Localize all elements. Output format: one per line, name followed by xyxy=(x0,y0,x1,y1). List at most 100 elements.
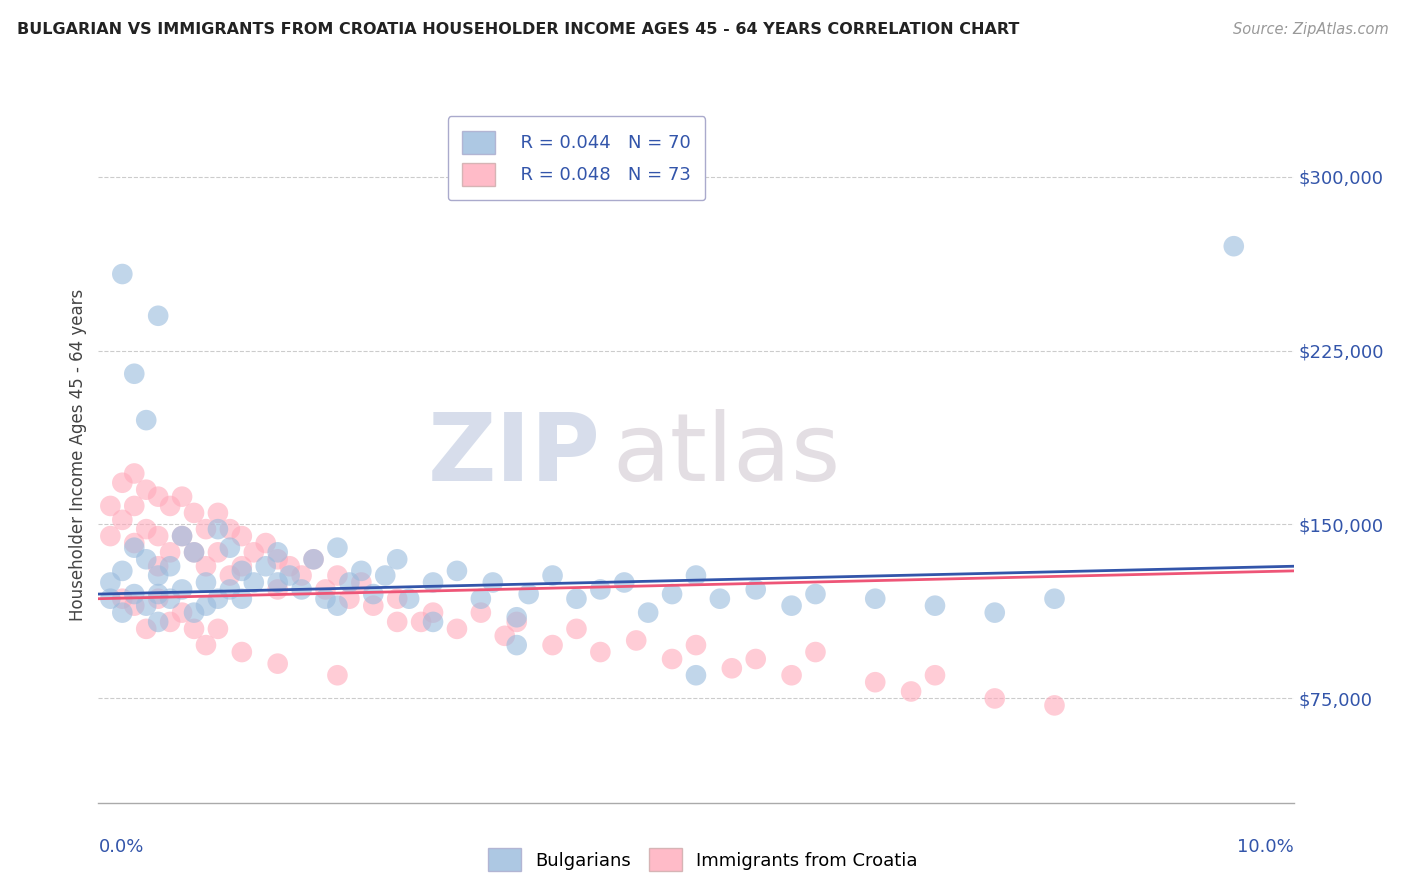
Point xyxy=(589,582,612,597)
Point xyxy=(385,591,409,606)
Point xyxy=(291,568,314,582)
Point xyxy=(613,575,636,590)
Point xyxy=(721,661,744,675)
Point xyxy=(565,622,588,636)
Point xyxy=(661,652,683,666)
Point xyxy=(111,475,134,490)
Point xyxy=(135,622,157,636)
Point xyxy=(278,568,301,582)
Point xyxy=(111,606,134,620)
Point xyxy=(111,513,134,527)
Point xyxy=(326,668,349,682)
Point xyxy=(339,591,361,606)
Point xyxy=(172,529,194,543)
Point xyxy=(350,564,373,578)
Point xyxy=(506,615,529,629)
Point xyxy=(541,638,564,652)
Point xyxy=(148,591,170,606)
Point xyxy=(135,552,157,566)
Point xyxy=(709,591,731,606)
Point xyxy=(183,606,205,620)
Point xyxy=(482,575,505,590)
Point xyxy=(267,575,290,590)
Point xyxy=(685,668,707,682)
Point xyxy=(446,564,468,578)
Point xyxy=(172,490,194,504)
Point xyxy=(219,568,242,582)
Point xyxy=(98,529,122,543)
Point xyxy=(124,599,146,613)
Point xyxy=(780,668,803,682)
Point xyxy=(172,582,194,597)
Point xyxy=(385,552,409,566)
Point xyxy=(626,633,648,648)
Point xyxy=(135,413,157,427)
Point xyxy=(159,499,181,513)
Point xyxy=(506,610,529,624)
Point xyxy=(900,684,922,698)
Point xyxy=(804,587,827,601)
Point xyxy=(124,467,146,481)
Point xyxy=(148,559,170,574)
Point xyxy=(1223,239,1246,253)
Legend:   R = 0.044   N = 70,   R = 0.048   N = 73: R = 0.044 N = 70, R = 0.048 N = 73 xyxy=(447,116,706,201)
Point xyxy=(422,575,444,590)
Point xyxy=(231,559,253,574)
Point xyxy=(172,529,194,543)
Point xyxy=(195,638,218,652)
Point xyxy=(326,541,349,555)
Point xyxy=(267,545,290,559)
Point xyxy=(148,529,170,543)
Point xyxy=(745,652,768,666)
Point xyxy=(98,591,122,606)
Point xyxy=(207,506,229,520)
Point xyxy=(865,675,887,690)
Point xyxy=(254,536,277,550)
Point xyxy=(183,506,205,520)
Point xyxy=(398,591,420,606)
Point xyxy=(661,587,683,601)
Point xyxy=(302,552,325,566)
Point xyxy=(231,591,253,606)
Point xyxy=(446,622,468,636)
Point xyxy=(159,559,181,574)
Point xyxy=(254,559,277,574)
Point xyxy=(231,564,253,578)
Point xyxy=(159,545,181,559)
Point xyxy=(124,367,146,381)
Point xyxy=(219,541,242,555)
Point xyxy=(148,309,170,323)
Point xyxy=(148,490,170,504)
Point xyxy=(924,599,946,613)
Point xyxy=(207,522,229,536)
Point xyxy=(1043,698,1066,713)
Point xyxy=(159,591,181,606)
Point xyxy=(135,522,157,536)
Point xyxy=(339,575,361,590)
Point xyxy=(207,591,229,606)
Point xyxy=(243,545,266,559)
Point xyxy=(637,606,659,620)
Point xyxy=(183,622,205,636)
Point xyxy=(411,615,433,629)
Point xyxy=(124,499,146,513)
Point xyxy=(207,545,229,559)
Point xyxy=(374,568,396,582)
Point xyxy=(231,529,253,543)
Point xyxy=(685,568,707,582)
Point xyxy=(195,522,218,536)
Point xyxy=(541,568,564,582)
Point xyxy=(565,591,588,606)
Point xyxy=(302,552,325,566)
Point xyxy=(363,599,385,613)
Point xyxy=(195,599,218,613)
Point xyxy=(267,582,290,597)
Point xyxy=(494,629,516,643)
Point xyxy=(111,564,134,578)
Point xyxy=(984,691,1007,706)
Point xyxy=(183,545,205,559)
Point xyxy=(111,591,134,606)
Point xyxy=(326,568,349,582)
Point xyxy=(243,575,266,590)
Point xyxy=(111,267,134,281)
